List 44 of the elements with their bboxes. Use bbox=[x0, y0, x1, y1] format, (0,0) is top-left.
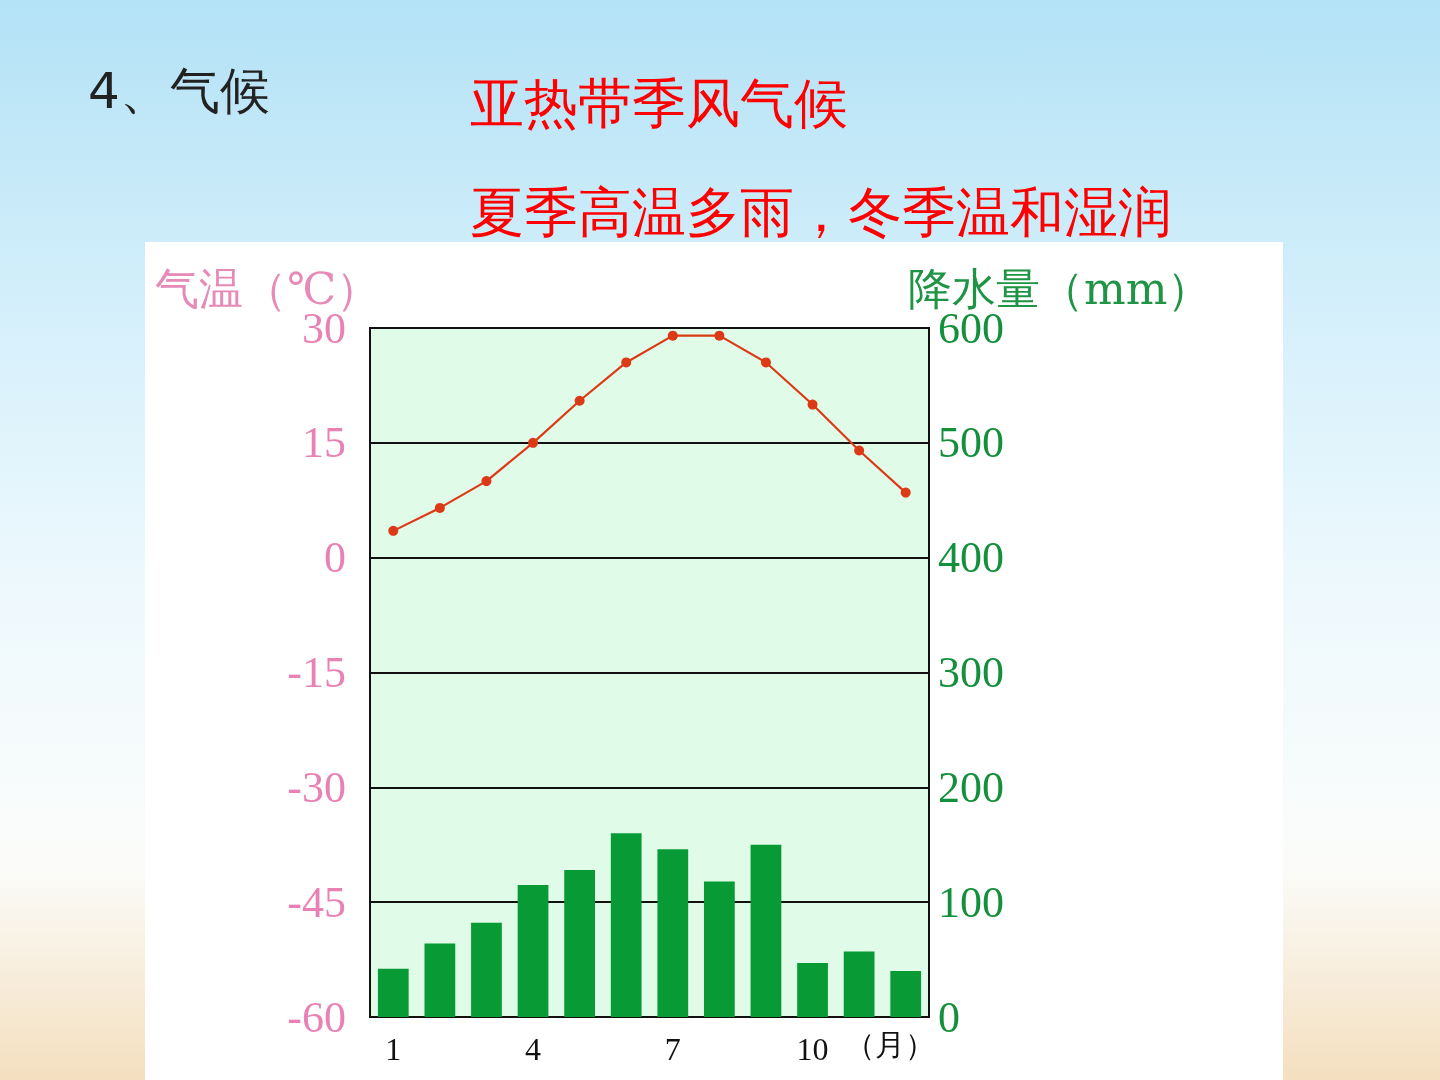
point bbox=[854, 445, 865, 456]
y2-tick-label: 100 bbox=[938, 877, 1004, 927]
point bbox=[714, 330, 725, 341]
chart-title: 4、气候 bbox=[88, 62, 270, 120]
chart-subtitle: 亚热带季风气候 bbox=[470, 72, 848, 135]
x-tick-label: 10 bbox=[796, 1031, 829, 1067]
y-tick-label: -15 bbox=[287, 648, 346, 697]
bar bbox=[750, 844, 782, 1017]
bar bbox=[704, 881, 735, 1017]
point bbox=[574, 395, 585, 406]
x-tick-label: 1 bbox=[385, 1031, 402, 1067]
bar bbox=[564, 870, 595, 1017]
y-tick-label: 15 bbox=[302, 418, 346, 468]
y2-tick-label: 500 bbox=[938, 418, 1004, 468]
bar bbox=[424, 943, 456, 1017]
text: 夏季高温多雨，冬季温和湿润 bbox=[470, 181, 1172, 244]
y-tick-label: 0 bbox=[324, 533, 346, 583]
point bbox=[621, 357, 632, 368]
bar bbox=[471, 922, 502, 1017]
x-tick-label: 7 bbox=[664, 1031, 681, 1067]
bar bbox=[890, 971, 922, 1017]
x-tick-label: 4 bbox=[525, 1031, 542, 1067]
y2-tick-label: 200 bbox=[938, 762, 1004, 812]
point bbox=[900, 487, 911, 498]
y2-tick-label: 300 bbox=[938, 648, 1004, 697]
y2-tick-label: 0 bbox=[938, 992, 960, 1042]
y-tick-label: -30 bbox=[287, 762, 346, 812]
y-tick-label: -45 bbox=[287, 877, 346, 927]
point bbox=[528, 437, 539, 448]
point bbox=[388, 525, 399, 536]
point bbox=[667, 330, 678, 341]
point bbox=[807, 399, 818, 410]
y-tick-label: -60 bbox=[287, 992, 346, 1042]
bar bbox=[843, 951, 875, 1017]
x-axis-title: （月） bbox=[845, 1026, 935, 1062]
bar bbox=[517, 884, 549, 1017]
point bbox=[760, 357, 771, 368]
bar bbox=[610, 833, 642, 1017]
y2-tick-label: 400 bbox=[938, 533, 1004, 583]
bar bbox=[797, 963, 828, 1017]
point bbox=[481, 476, 492, 487]
bar bbox=[377, 968, 409, 1017]
point bbox=[434, 502, 445, 513]
bar bbox=[657, 849, 689, 1017]
